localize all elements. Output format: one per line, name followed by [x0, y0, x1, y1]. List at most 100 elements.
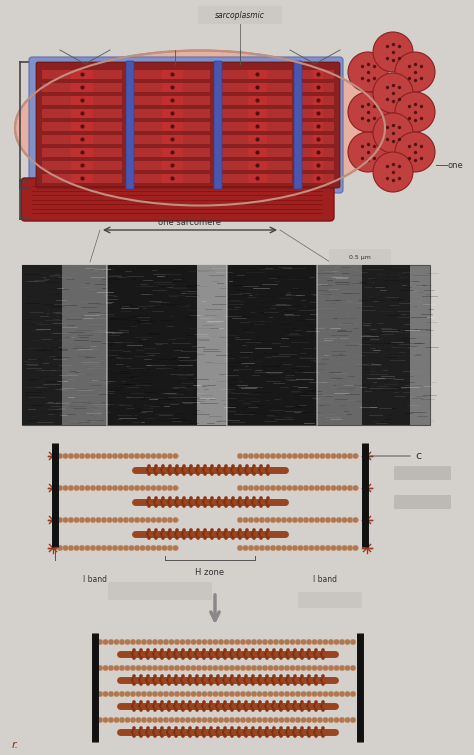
Circle shape — [230, 700, 234, 704]
Circle shape — [314, 734, 318, 738]
Circle shape — [279, 683, 283, 686]
Circle shape — [238, 472, 242, 476]
Text: one sarcomere: one sarcomere — [158, 218, 221, 227]
Circle shape — [244, 649, 248, 652]
Text: 0.5 μm: 0.5 μm — [349, 254, 371, 260]
Circle shape — [266, 536, 270, 540]
Circle shape — [301, 665, 306, 670]
Circle shape — [350, 691, 356, 697]
Circle shape — [125, 691, 130, 697]
Circle shape — [167, 453, 173, 459]
Circle shape — [284, 717, 290, 723]
Circle shape — [210, 504, 214, 508]
Circle shape — [325, 453, 331, 459]
Circle shape — [336, 453, 342, 459]
Circle shape — [237, 683, 241, 686]
Bar — [248, 122, 267, 131]
Bar — [197, 265, 227, 425]
Circle shape — [182, 496, 186, 500]
Circle shape — [195, 734, 199, 738]
Bar — [222, 122, 292, 131]
Circle shape — [154, 504, 158, 508]
Circle shape — [350, 665, 356, 670]
Circle shape — [156, 545, 162, 551]
Circle shape — [175, 472, 179, 476]
Circle shape — [167, 708, 171, 712]
Circle shape — [259, 485, 265, 491]
Circle shape — [314, 545, 320, 551]
Circle shape — [273, 717, 279, 723]
Circle shape — [240, 691, 246, 697]
Circle shape — [175, 528, 179, 532]
Bar — [248, 148, 267, 157]
Circle shape — [209, 674, 213, 678]
Circle shape — [244, 674, 248, 678]
Circle shape — [97, 717, 103, 723]
Circle shape — [230, 674, 234, 678]
FancyBboxPatch shape — [294, 61, 302, 189]
Circle shape — [248, 453, 254, 459]
Circle shape — [174, 734, 178, 738]
Circle shape — [319, 485, 325, 491]
Circle shape — [259, 528, 263, 532]
Bar — [248, 109, 267, 118]
Circle shape — [295, 691, 301, 697]
Bar — [248, 83, 267, 92]
Circle shape — [254, 517, 259, 522]
Circle shape — [259, 517, 265, 522]
Circle shape — [188, 708, 192, 712]
Circle shape — [202, 649, 206, 652]
Circle shape — [353, 517, 358, 522]
Bar — [302, 109, 334, 118]
Circle shape — [107, 453, 112, 459]
Circle shape — [189, 496, 193, 500]
Circle shape — [160, 683, 164, 686]
Circle shape — [373, 152, 413, 192]
Circle shape — [238, 504, 242, 508]
Circle shape — [238, 536, 242, 540]
Circle shape — [251, 649, 255, 652]
Circle shape — [347, 517, 353, 522]
Circle shape — [162, 453, 167, 459]
Circle shape — [290, 717, 295, 723]
Circle shape — [342, 517, 347, 522]
FancyBboxPatch shape — [394, 495, 451, 509]
Circle shape — [97, 665, 103, 670]
Bar — [42, 161, 122, 170]
Circle shape — [85, 485, 91, 491]
Circle shape — [153, 649, 157, 652]
Circle shape — [63, 453, 68, 459]
Circle shape — [73, 545, 79, 551]
Circle shape — [301, 717, 306, 723]
Bar — [162, 109, 183, 118]
Circle shape — [240, 639, 246, 645]
Circle shape — [266, 528, 270, 532]
Circle shape — [314, 517, 320, 522]
Circle shape — [180, 691, 185, 697]
Circle shape — [158, 691, 164, 697]
Circle shape — [262, 717, 268, 723]
Circle shape — [185, 691, 191, 697]
Circle shape — [223, 649, 227, 652]
Circle shape — [251, 700, 255, 704]
Circle shape — [244, 656, 248, 660]
Circle shape — [321, 700, 325, 704]
Circle shape — [162, 485, 167, 491]
Circle shape — [319, 453, 325, 459]
Circle shape — [298, 485, 303, 491]
Circle shape — [101, 485, 107, 491]
Bar — [222, 70, 292, 79]
Circle shape — [334, 691, 339, 697]
Circle shape — [119, 639, 125, 645]
Circle shape — [167, 734, 171, 738]
Circle shape — [300, 734, 304, 738]
Circle shape — [90, 485, 96, 491]
Bar — [42, 135, 122, 144]
Circle shape — [325, 545, 331, 551]
Circle shape — [196, 504, 200, 508]
Circle shape — [203, 536, 207, 540]
Circle shape — [231, 504, 235, 508]
Circle shape — [331, 485, 336, 491]
Circle shape — [107, 485, 112, 491]
Bar — [313, 174, 323, 183]
